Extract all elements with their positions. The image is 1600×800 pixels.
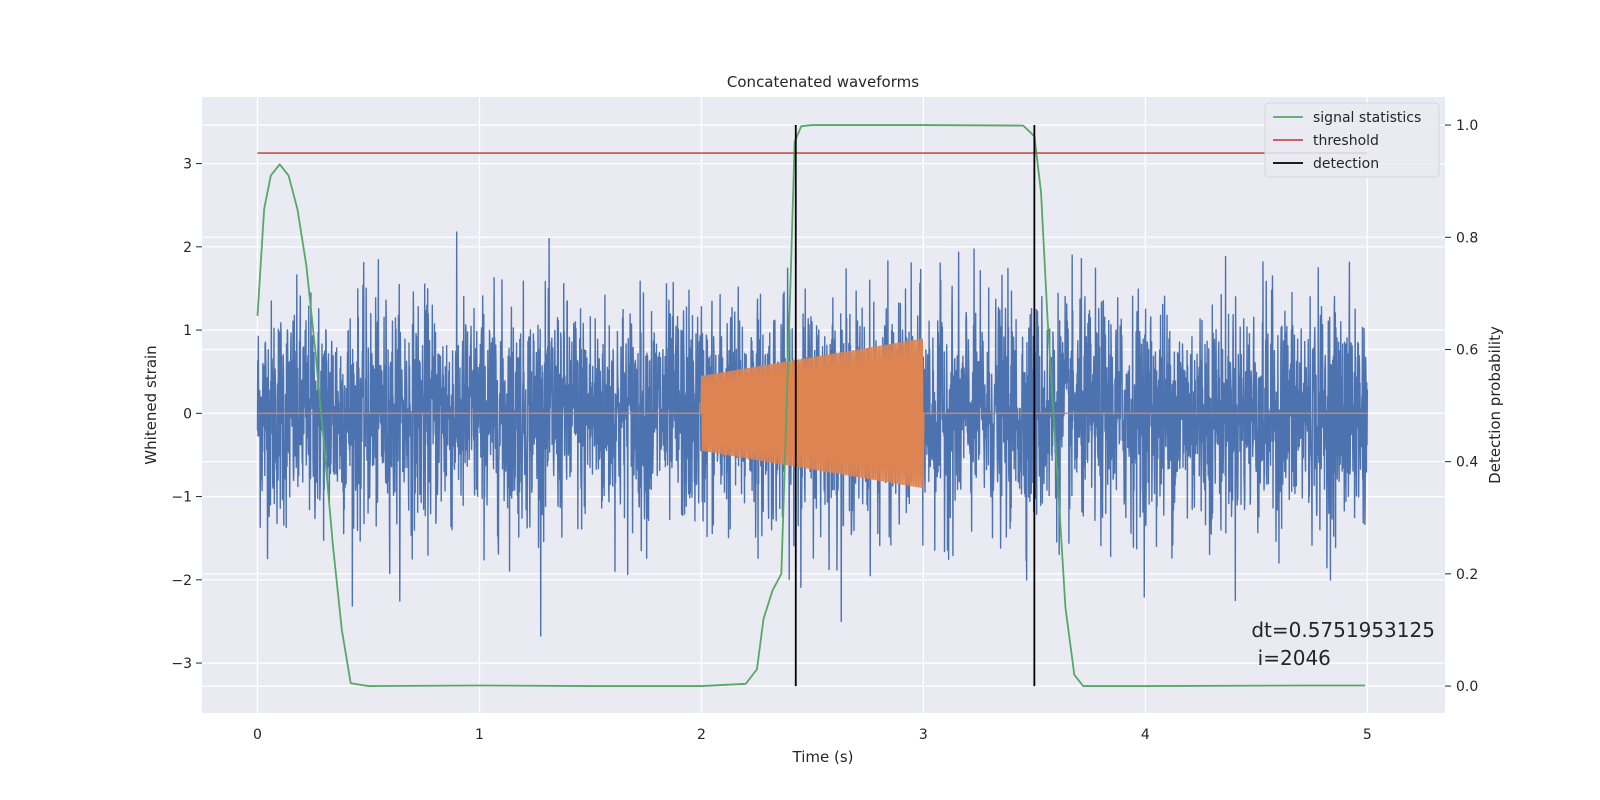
y-right-tick-label: 0.8	[1456, 230, 1478, 246]
legend-box	[1264, 102, 1440, 178]
annotation-text: i=2046	[1251, 646, 1331, 670]
x-tick-label: 5	[1363, 727, 1372, 743]
series-injection	[257, 338, 1368, 489]
legend-label: threshold	[1313, 133, 1379, 149]
y-right-tick-label: 0.2	[1456, 567, 1478, 583]
annotations: dt=0.5751953125 i=2046	[1251, 618, 1435, 670]
y-tick-label: −3	[171, 656, 192, 672]
x-tick-label: 4	[1141, 727, 1150, 743]
y-axis-label: Whitened strain	[142, 345, 160, 464]
y-tick-label: 2	[183, 240, 192, 256]
y-tick-label: 0	[183, 406, 192, 422]
y-right-tick-label: 0.6	[1456, 342, 1478, 358]
x-tick-label: 1	[475, 727, 484, 743]
legend-item-threshold: threshold	[1273, 133, 1379, 149]
y-tick-label: −2	[171, 573, 192, 589]
legend-label: signal statistics	[1313, 110, 1421, 126]
y-tick-label: 1	[183, 323, 192, 339]
x-axis-label: Time (s)	[792, 748, 854, 766]
x-tick-label: 0	[253, 727, 262, 743]
chart-title: Concatenated waveforms	[727, 73, 919, 91]
series-signal-statistics	[256, 124, 1366, 687]
y-axis-right-label: Detection probability	[1486, 326, 1504, 484]
legend-item-detection: detection	[1273, 156, 1379, 172]
y-right-tick-label: 0.0	[1456, 679, 1478, 695]
annotation-text: dt=0.5751953125	[1251, 618, 1435, 642]
legend: signal statistics threshold detection	[1264, 102, 1440, 178]
right-axis: 0.0 0.2 0.4 0.6 0.8 1.0	[1445, 118, 1478, 695]
legend-item-signal-statistics: signal statistics	[1273, 110, 1421, 126]
series-layer	[256, 124, 1369, 687]
x-tick-label: 3	[919, 727, 928, 743]
bottom-axis: 0 1 2 3 4 5	[253, 727, 1372, 743]
y-tick-label: 3	[183, 157, 192, 173]
y-right-tick-label: 0.4	[1456, 455, 1478, 471]
y-right-tick-label: 1.0	[1456, 118, 1478, 134]
y-tick-label: −1	[171, 490, 192, 506]
legend-label: detection	[1313, 156, 1379, 172]
x-tick-label: 2	[697, 727, 706, 743]
left-axis: −3 −2 −1 0 1 2 3	[171, 157, 202, 672]
